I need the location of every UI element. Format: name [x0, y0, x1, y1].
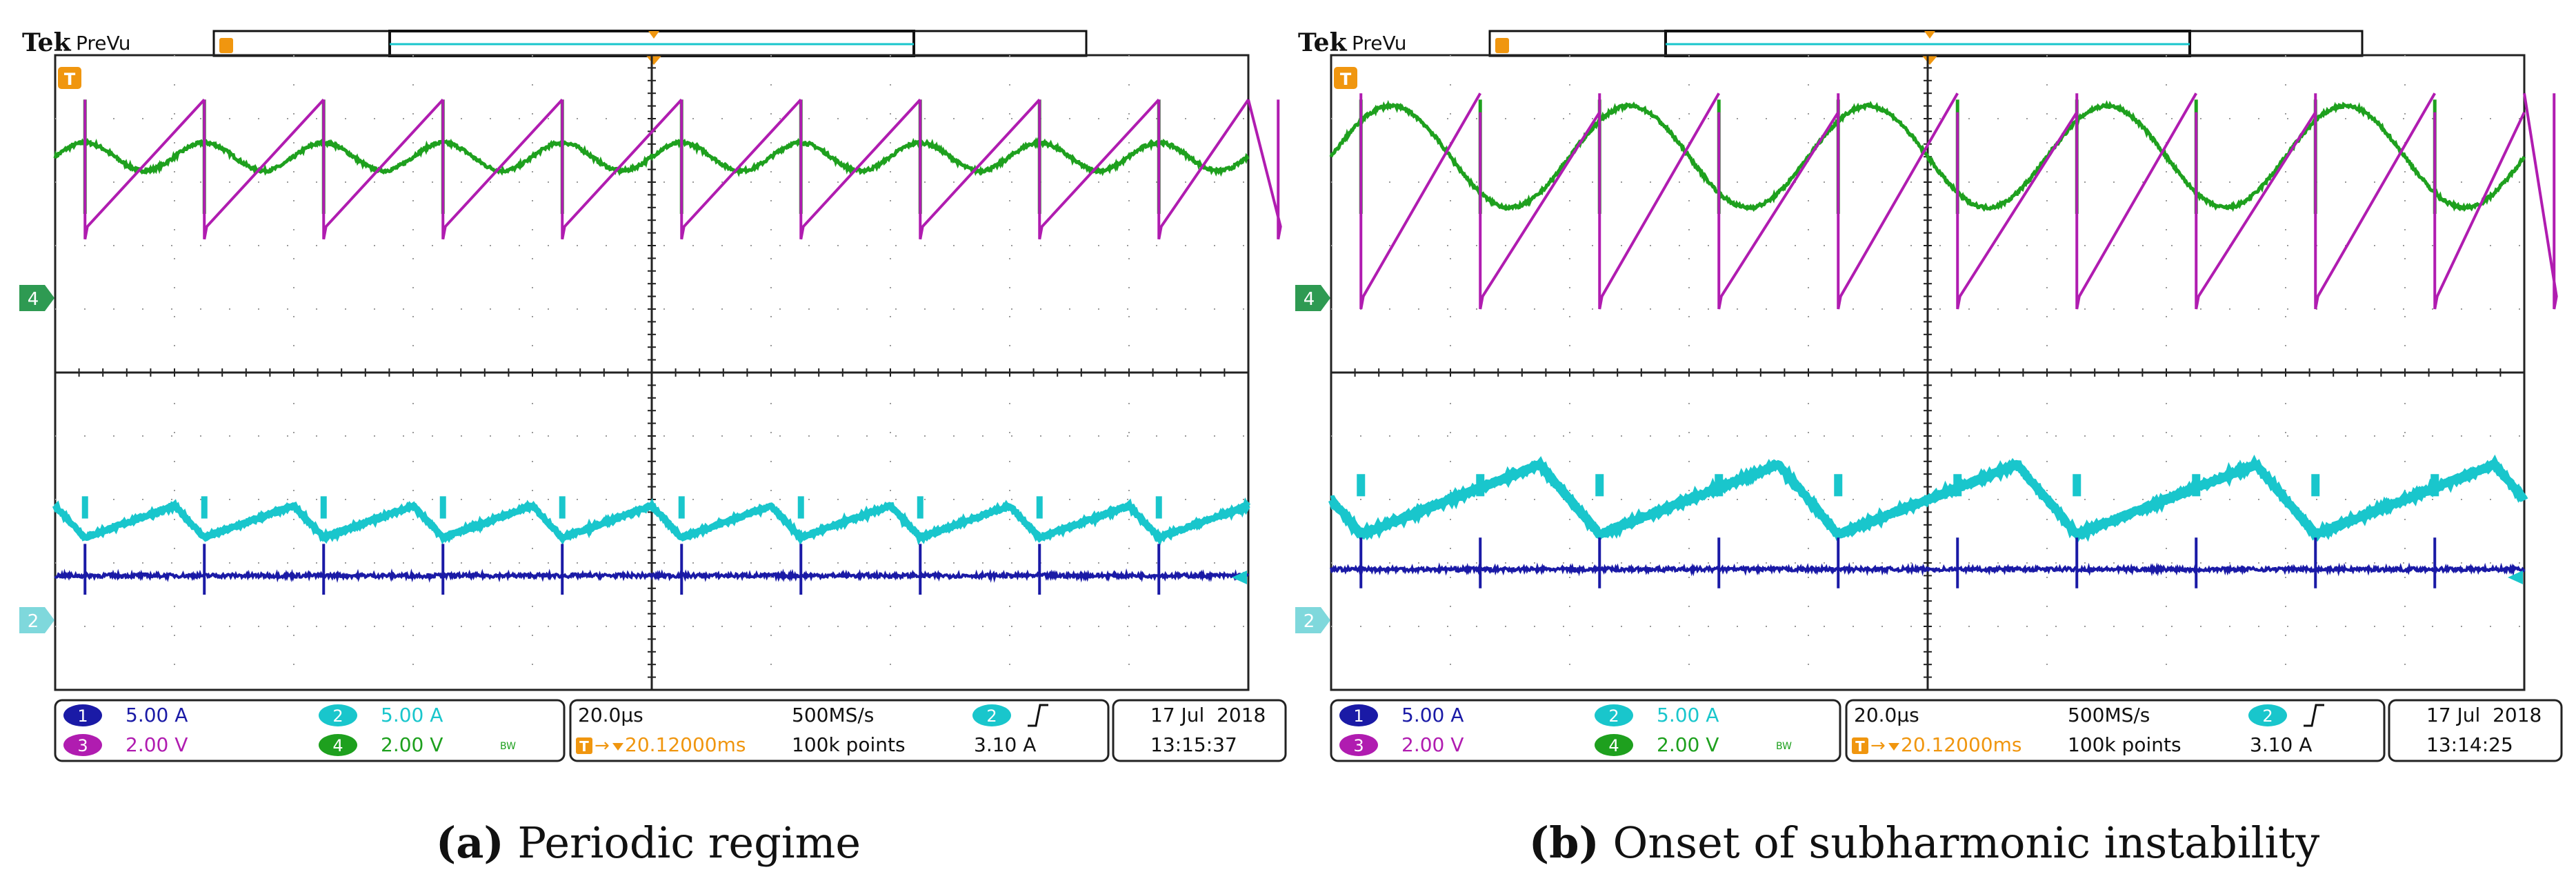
trigger-delay: 20.12000ms	[1901, 733, 2021, 756]
trace-ch3	[83, 99, 1282, 240]
ch3-scale: 2.00 V	[1401, 733, 1464, 756]
svg-text:T: T	[64, 70, 76, 89]
trigger-slope-icon	[1028, 704, 1048, 727]
oscilloscope-display-b: Tek PreVu T 4 2	[1295, 28, 2563, 762]
scope-screen-b: Tek PreVu T 4 2	[1276, 0, 2573, 892]
trace-ch1	[1330, 537, 2526, 588]
ch4-scale: 2.00 V	[1657, 733, 1719, 756]
capture-date: 17 Jul 2018	[1150, 704, 1266, 726]
record-overview-bar[interactable]	[212, 30, 1088, 57]
ch2-scale: 5.00 A	[381, 704, 443, 726]
svg-text:2: 2	[332, 706, 343, 726]
trigger-source: 2	[986, 706, 997, 726]
brand-label: Tek	[1298, 28, 1348, 57]
ch1-scale: 5.00 A	[1401, 704, 1464, 726]
bw-limit-indicator: BW	[1776, 741, 1792, 752]
svg-text:3: 3	[77, 736, 88, 755]
capture-time: 13:14:25	[2426, 733, 2513, 756]
svg-text:4: 4	[1608, 736, 1619, 755]
trigger-pos-arrow	[1922, 56, 1937, 65]
svg-text:4: 4	[1304, 289, 1315, 310]
scope-screen-a: Tek PreVu T 4 2	[0, 28, 1297, 868]
mode-label: PreVu	[1352, 32, 1407, 54]
trigger-level: 3.10 A	[2250, 733, 2312, 756]
svg-text:→: →	[1870, 735, 1886, 756]
caption-label: (b)	[1528, 817, 1599, 868]
svg-text:1: 1	[77, 706, 88, 726]
readout-panel: 1 5.00 A 2 5.00 A 3 2.00 V 4 2.00 V BW 2…	[54, 699, 1287, 762]
capture-time: 13:15:37	[1150, 733, 1237, 756]
timebase: 20.0µs	[578, 704, 643, 726]
ch4-ground-marker[interactable]: 4	[1295, 285, 1330, 311]
ch3-scale: 2.00 V	[126, 733, 188, 756]
caption-b: (b) Onset of subharmonic instability	[1276, 817, 2573, 868]
trigger-slope-icon	[2304, 704, 2324, 727]
trigger-level-marker[interactable]: T	[1334, 67, 1357, 89]
oscilloscope-display-a: Tek PreVu T 4 2	[19, 28, 1287, 762]
trigger-level-marker[interactable]: T	[58, 67, 81, 89]
svg-text:2: 2	[1608, 706, 1619, 726]
svg-text:4: 4	[332, 736, 343, 755]
graticule	[1330, 54, 2526, 691]
record-overview-bar[interactable]	[1488, 30, 2364, 57]
readout-panel: 1 5.00 A 2 5.00 A 3 2.00 V 4 2.00 V BW 2…	[1330, 699, 2563, 762]
record-length: 100k points	[792, 733, 906, 756]
sample-rate: 500MS/s	[2068, 704, 2150, 726]
svg-text:→: →	[595, 735, 610, 756]
caption-text: Onset of subharmonic instability	[1613, 817, 2320, 868]
trigger-pos-arrow	[646, 56, 661, 65]
ch2-ground-marker[interactable]: 2	[1295, 607, 1330, 633]
svg-text:2: 2	[28, 611, 39, 632]
svg-text:4: 4	[28, 289, 39, 310]
bw-limit-indicator: BW	[500, 741, 516, 752]
capture-date: 17 Jul 2018	[2426, 704, 2542, 726]
graticule	[54, 54, 1250, 691]
svg-text:1: 1	[1353, 706, 1364, 726]
trace-ch2	[52, 496, 1251, 547]
caption-a: (a) Periodic regime	[0, 817, 1297, 868]
svg-text:T: T	[579, 738, 589, 755]
trigger-delay: 20.12000ms	[625, 733, 746, 756]
svg-text:T: T	[1855, 738, 1865, 755]
record-length: 100k points	[2068, 733, 2181, 756]
svg-text:3: 3	[1353, 736, 1364, 755]
svg-text:T: T	[1340, 70, 1352, 89]
ch4-ground-marker[interactable]: 4	[19, 285, 54, 311]
trace-ch3	[1359, 92, 2558, 310]
mode-label: PreVu	[76, 32, 131, 54]
sample-rate: 500MS/s	[792, 704, 874, 726]
ch4-scale: 2.00 V	[381, 733, 443, 756]
trace-ch2	[1328, 454, 2528, 543]
caption-text: Periodic regime	[517, 817, 861, 868]
timebase: 20.0µs	[1854, 704, 1919, 726]
svg-text:2: 2	[1304, 611, 1315, 632]
trigger-level: 3.10 A	[974, 733, 1036, 756]
caption-label: (a)	[435, 817, 504, 868]
ch2-ground-marker[interactable]: 2	[19, 607, 54, 633]
trace-ch1	[54, 544, 1250, 595]
trigger-source: 2	[2262, 706, 2273, 726]
ch2-scale: 5.00 A	[1657, 704, 1719, 726]
ch2-trigger-arrow	[1232, 571, 1247, 584]
ch2-trigger-arrow	[2508, 571, 2523, 584]
brand-label: Tek	[22, 28, 72, 57]
ch1-scale: 5.00 A	[126, 704, 188, 726]
